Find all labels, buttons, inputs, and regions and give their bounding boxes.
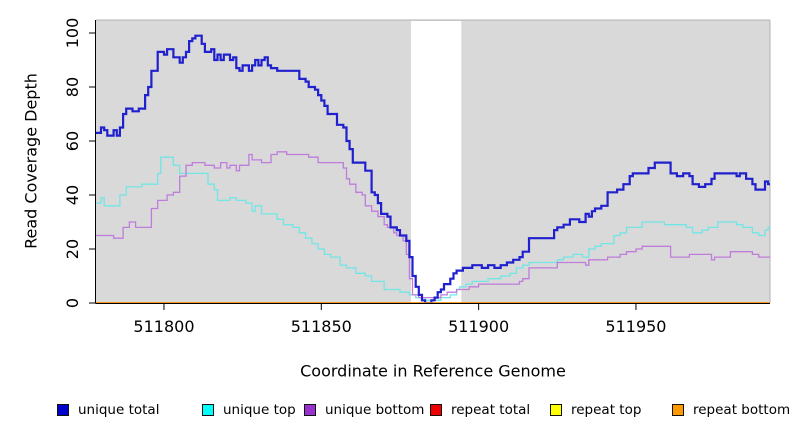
- y-tick-label: 0: [63, 298, 82, 308]
- x-tick-label: 511900: [448, 317, 509, 336]
- y-tick-label: 20: [63, 239, 82, 259]
- legend-item-unique-bottom: unique bottom: [304, 401, 425, 418]
- series-unique-total: [96, 34, 770, 304]
- series-unique-top: [96, 156, 770, 301]
- legend-item-repeat-bottom: repeat bottom: [672, 401, 791, 418]
- x-tick-label: 511800: [133, 317, 194, 336]
- legend-item-repeat-top: repeat top: [550, 401, 642, 418]
- highlight-band: [410, 21, 462, 303]
- y-tick-label: 60: [63, 131, 82, 151]
- legend-label: unique top: [223, 401, 296, 418]
- chart-legend: unique total unique top unique bottom repea…: [0, 402, 792, 418]
- x-tick-label: 511950: [605, 317, 666, 336]
- legend-item-unique-top: unique top: [202, 401, 296, 418]
- y-tick-label: 40: [63, 185, 82, 205]
- legend-swatch-unique-bottom: [304, 403, 316, 416]
- legend-label: repeat total: [451, 401, 531, 418]
- x-axis-title: Coordinate in Reference Genome: [300, 361, 566, 381]
- legend-label: repeat bottom: [693, 401, 791, 418]
- legend-swatch-unique-total: [57, 403, 69, 416]
- x-tick-label: 511850: [291, 317, 352, 336]
- legend-label: unique total: [78, 401, 160, 418]
- legend-item-repeat-total: repeat total: [430, 401, 531, 418]
- legend-swatch-repeat-top: [550, 403, 562, 416]
- legend-swatch-repeat-total: [430, 403, 442, 416]
- series-unique-bottom: [96, 151, 770, 299]
- legend-swatch-unique-top: [202, 403, 214, 416]
- y-tick-label: 100: [63, 18, 82, 49]
- legend-label: unique bottom: [325, 401, 425, 418]
- y-axis-title: Read Coverage Depth: [21, 73, 41, 249]
- legend-swatch-repeat-bottom: [672, 403, 684, 416]
- legend-item-unique-total: unique total: [57, 401, 160, 418]
- legend-label: repeat top: [571, 401, 642, 418]
- y-tick-label: 80: [63, 77, 82, 97]
